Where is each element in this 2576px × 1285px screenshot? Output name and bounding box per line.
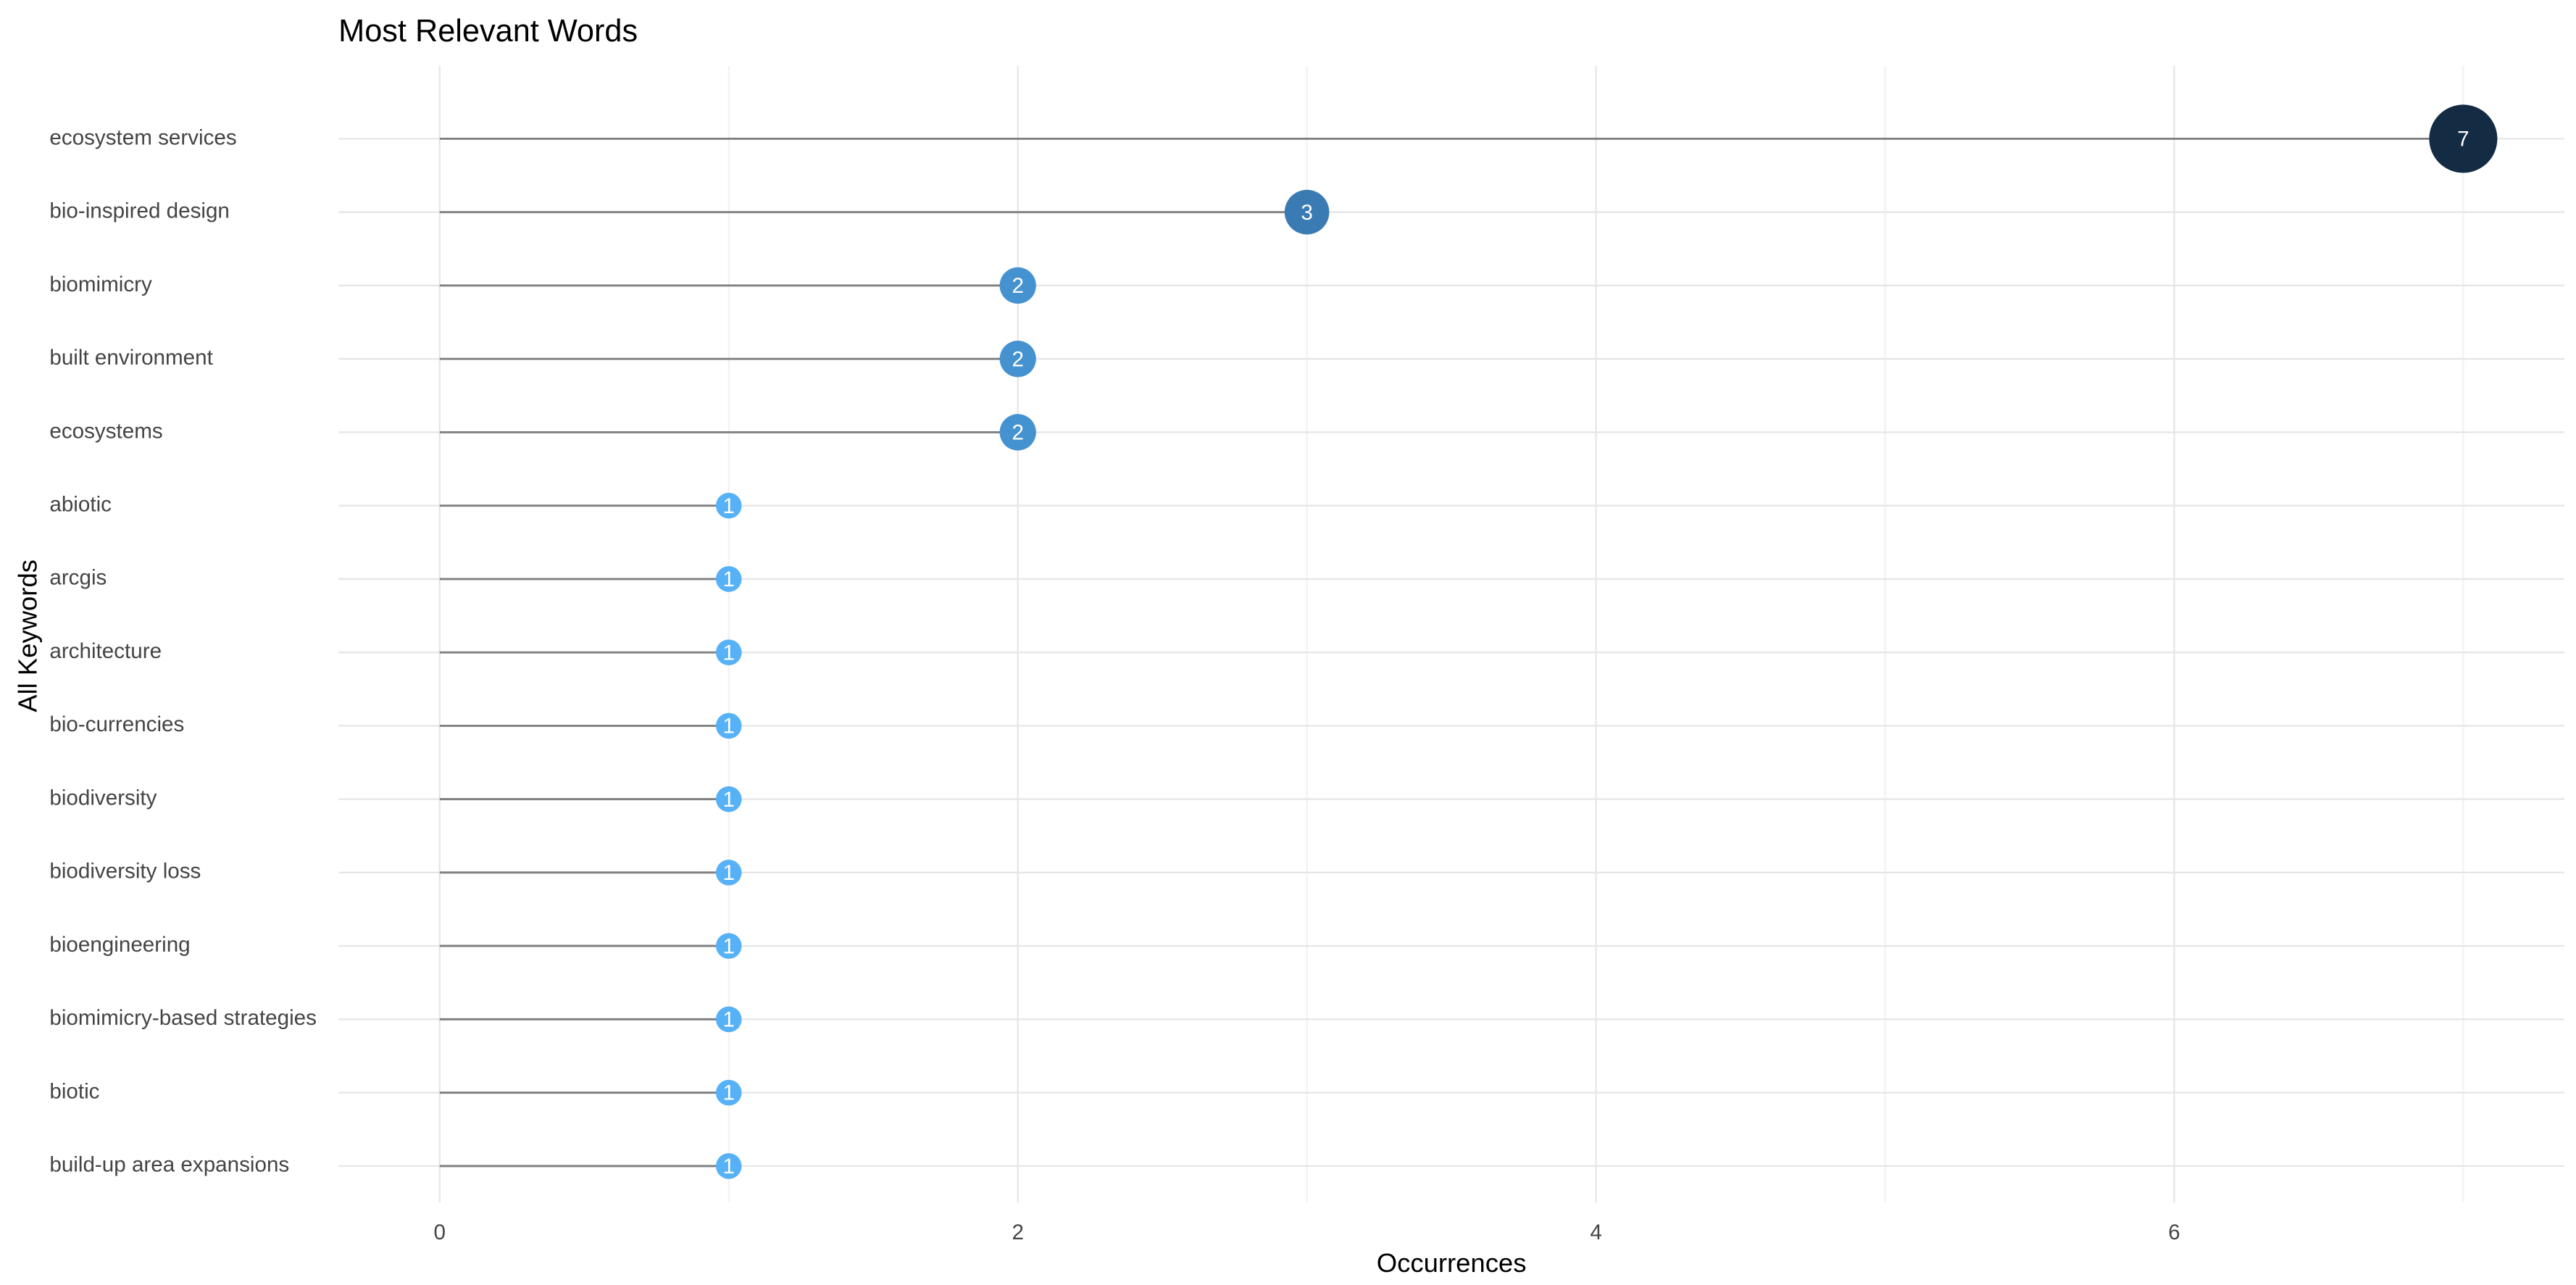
dot [999, 341, 1036, 378]
y-tick-label: biomimicry-based strategies [49, 1006, 317, 1030]
dot [1284, 189, 1330, 235]
y-tick-label: built environment [49, 346, 213, 370]
dot [999, 414, 1036, 451]
x-tick-label: 2 [1012, 1220, 1023, 1244]
chart-title: Most Relevant Words [338, 14, 638, 49]
data-label: 2 [1012, 347, 1023, 371]
data-label: 1 [723, 1155, 735, 1178]
data-label: 1 [723, 1008, 735, 1032]
dot [715, 860, 742, 886]
y-tick-label: abiotic [49, 493, 112, 517]
data-label: 1 [723, 641, 735, 665]
dot [715, 933, 742, 959]
data-label: 3 [1301, 201, 1312, 225]
y-tick-label: ecosystems [49, 419, 162, 443]
dot [715, 566, 742, 592]
dot [715, 639, 742, 665]
dot [715, 786, 742, 812]
data-label: 1 [723, 934, 735, 958]
y-tick-label: bioengineering [49, 933, 190, 957]
data-label: 1 [723, 1081, 735, 1105]
x-tick-label: 6 [2168, 1220, 2180, 1244]
y-tick-label: arcgis [49, 566, 107, 590]
data-label: 1 [723, 861, 735, 885]
y-tick-label: ecosystem services [49, 125, 236, 149]
x-tick-label: 4 [1590, 1220, 1601, 1244]
dot [2429, 104, 2498, 173]
y-tick-label: biotic [49, 1079, 99, 1103]
y-tick-label: bio-inspired design [49, 199, 230, 223]
data-label: 7 [2457, 128, 2469, 151]
data-label: 2 [1012, 421, 1023, 445]
y-tick-label: biomimicry [49, 273, 152, 296]
x-tick-label: 0 [434, 1220, 446, 1244]
data-label: 1 [723, 494, 735, 518]
y-tick-label: bio-currencies [49, 712, 184, 736]
data-label: 1 [723, 715, 735, 739]
dot [999, 267, 1036, 304]
y-tick-label: build-up area expansions [49, 1153, 289, 1177]
dot [715, 712, 742, 739]
y-tick-label: biodiversity [49, 786, 157, 810]
data-label: 1 [723, 788, 735, 812]
dot [715, 1006, 742, 1033]
y-tick-label: architecture [49, 639, 162, 663]
data-label: 2 [1012, 274, 1023, 298]
dot [715, 1153, 742, 1179]
y-tick-label: biodiversity loss [49, 860, 201, 883]
x-axis-title: Occurrences [1377, 1248, 1527, 1278]
data-label: 1 [723, 567, 735, 591]
dot [715, 492, 742, 519]
y-axis-title: All Keywords [13, 560, 43, 712]
dot [715, 1079, 742, 1106]
